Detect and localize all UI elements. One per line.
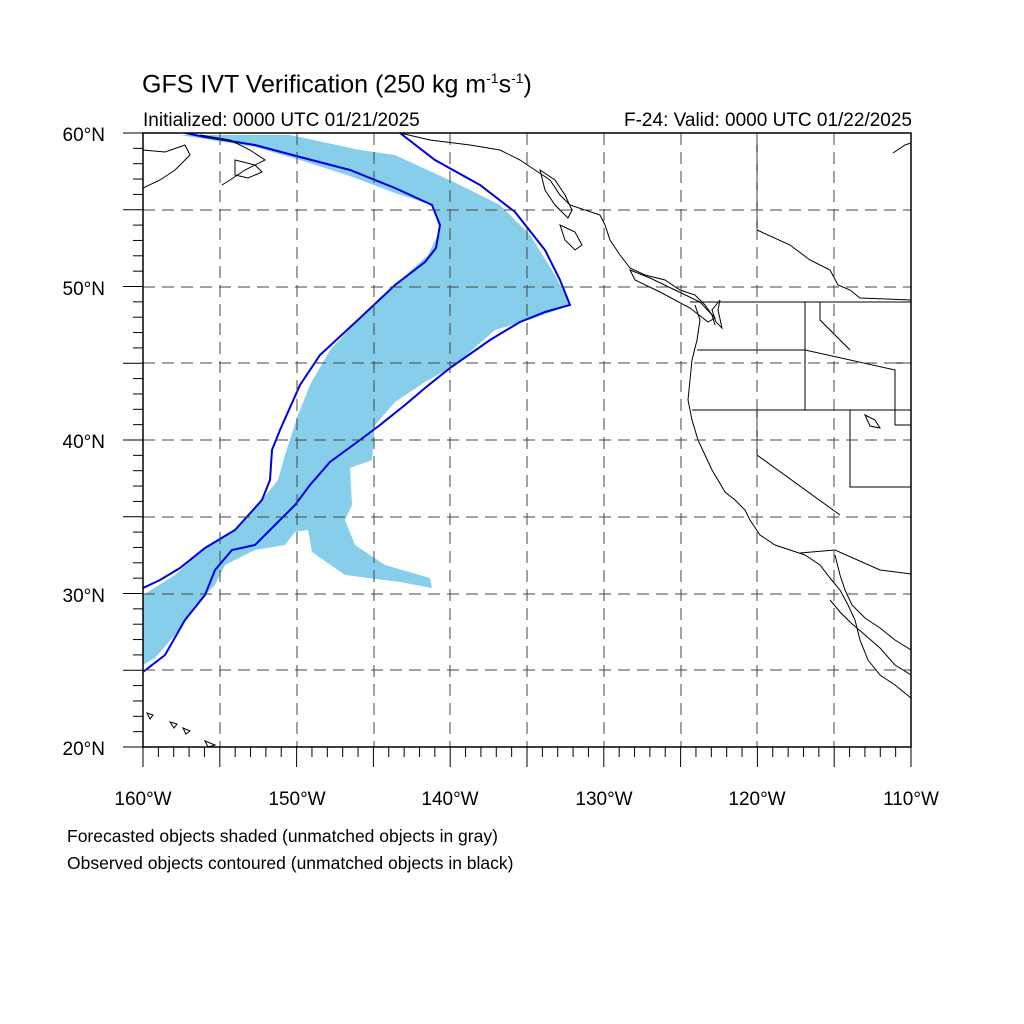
lat-label-60n: 60°N <box>63 125 105 146</box>
lon-label-120w: 120°W <box>728 789 785 810</box>
lon-label-130w: 130°W <box>575 789 632 810</box>
figure-title: GFS IVT Verification (250 kg m-1s-1) <box>142 70 532 99</box>
valid-time-label: F-24: Valid: 0000 UTC 01/22/2025 <box>624 110 912 131</box>
forecast-caption: Forecasted objects shaded (unmatched obj… <box>67 826 498 846</box>
political-borders <box>690 133 911 575</box>
lon-label-110w: 110°W <box>883 789 939 810</box>
lat-lon-grid <box>143 133 911 747</box>
lon-label-140w: 140°W <box>421 789 478 810</box>
lat-label-30n: 30°N <box>63 586 105 607</box>
forecast-object-shading <box>143 135 570 665</box>
lat-label-20n: 20°N <box>63 739 105 760</box>
lat-axis-labels: 20°N 30°N 40°N 50°N 60°N <box>63 125 105 760</box>
axis-ticks <box>123 132 912 767</box>
coastlines <box>143 133 911 747</box>
lat-label-50n: 50°N <box>63 279 105 300</box>
lon-label-160w: 160°W <box>114 789 171 810</box>
lon-label-150w: 150°W <box>268 789 325 810</box>
initialized-time-label: Initialized: 0000 UTC 01/21/2025 <box>143 110 420 131</box>
lon-axis-labels: 160°W 150°W 140°W 130°W 120°W 110°W <box>114 789 939 810</box>
lat-label-40n: 40°N <box>63 432 105 453</box>
observed-caption: Observed objects contoured (unmatched ob… <box>67 853 514 873</box>
observed-object-contour <box>143 133 572 673</box>
